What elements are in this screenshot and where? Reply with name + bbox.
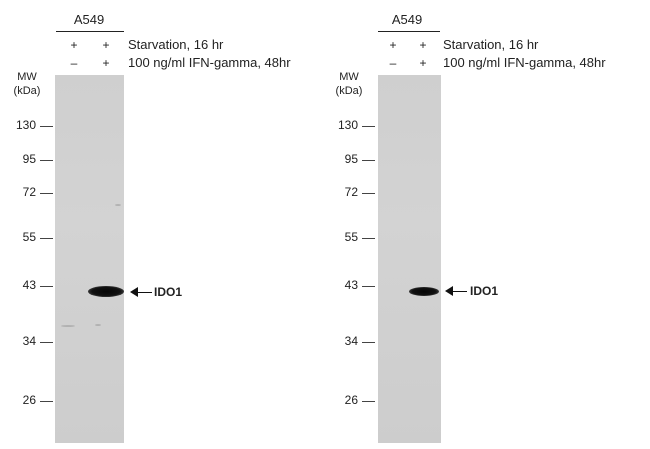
mw-title: MW (kDa): [332, 70, 366, 98]
marker-95: 95: [344, 152, 358, 166]
marker-72: 72: [22, 185, 36, 199]
condition-ifn-gamma: 100 ng/ml IFN-gamma, 48hr: [443, 55, 606, 70]
marker-55: 55: [344, 230, 358, 244]
condition-starvation: Starvation, 16 hr: [128, 37, 224, 52]
protein-label: IDO1: [470, 284, 499, 298]
marker-tick: [40, 238, 53, 239]
blot-membrane: [55, 75, 124, 443]
mw-title-line2: (kDa): [335, 85, 363, 97]
ido1-band: [409, 287, 439, 296]
cell-line-rule: [378, 31, 440, 32]
background-speck: [115, 204, 121, 206]
marker-tick: [40, 286, 53, 287]
mw-title-line2: (kDa): [13, 85, 41, 97]
marker-55: 55: [22, 230, 36, 244]
marker-tick: [362, 286, 375, 287]
marker-tick: [362, 126, 375, 127]
lane1-starvation-sign: +: [389, 38, 397, 52]
marker-95: 95: [22, 152, 36, 166]
lane2-starvation-sign: +: [419, 38, 427, 52]
lane2-ifn-sign: +: [419, 56, 427, 70]
marker-tick: [362, 401, 375, 402]
marker-tick: [362, 160, 375, 161]
blot-panel-right: A549 + + – + Starvation, 16 hr 100 ng/ml…: [318, 0, 650, 449]
marker-tick: [40, 342, 53, 343]
background-speck: [95, 324, 101, 326]
lane2-starvation-sign: +: [102, 38, 110, 52]
blot-panel-left: A549 + + – + Starvation, 16 hr 100 ng/ml…: [10, 12, 291, 443]
lane1-ifn-sign: –: [389, 56, 397, 70]
marker-34: 34: [22, 334, 36, 348]
marker-43: 43: [22, 278, 36, 292]
protein-label: IDO1: [154, 285, 183, 299]
arrow-icon: [130, 287, 138, 297]
blot-membrane: [378, 75, 441, 443]
lane2-ifn-sign: +: [102, 56, 110, 70]
marker-tick: [362, 342, 375, 343]
marker-tick: [362, 238, 375, 239]
marker-tick: [40, 401, 53, 402]
marker-130: 130: [15, 118, 36, 132]
condition-ifn-gamma: 100 ng/ml IFN-gamma, 48hr: [128, 55, 291, 70]
marker-26: 26: [344, 393, 358, 407]
marker-tick: [40, 160, 53, 161]
marker-130: 130: [337, 118, 358, 132]
arrow-shaft: [451, 291, 467, 292]
cell-line-rule: [56, 31, 124, 32]
marker-tick: [362, 193, 375, 194]
mw-title: MW (kDa): [10, 70, 44, 98]
cell-line-label: A549: [73, 12, 105, 27]
cell-line-label: A549: [391, 12, 423, 27]
condition-starvation: Starvation, 16 hr: [443, 37, 539, 52]
arrow-icon: [445, 286, 453, 296]
lane1-ifn-sign: –: [70, 56, 78, 70]
ido1-band: [88, 286, 124, 297]
mw-title-line1: MW: [17, 71, 37, 83]
arrow-shaft: [136, 292, 152, 293]
marker-43: 43: [344, 278, 358, 292]
marker-34: 34: [344, 334, 358, 348]
background-speck: [61, 325, 75, 327]
marker-tick: [40, 193, 53, 194]
lane1-starvation-sign: +: [70, 38, 78, 52]
mw-title-line1: MW: [339, 71, 359, 83]
marker-tick: [40, 126, 53, 127]
marker-26: 26: [22, 393, 36, 407]
marker-72: 72: [344, 185, 358, 199]
